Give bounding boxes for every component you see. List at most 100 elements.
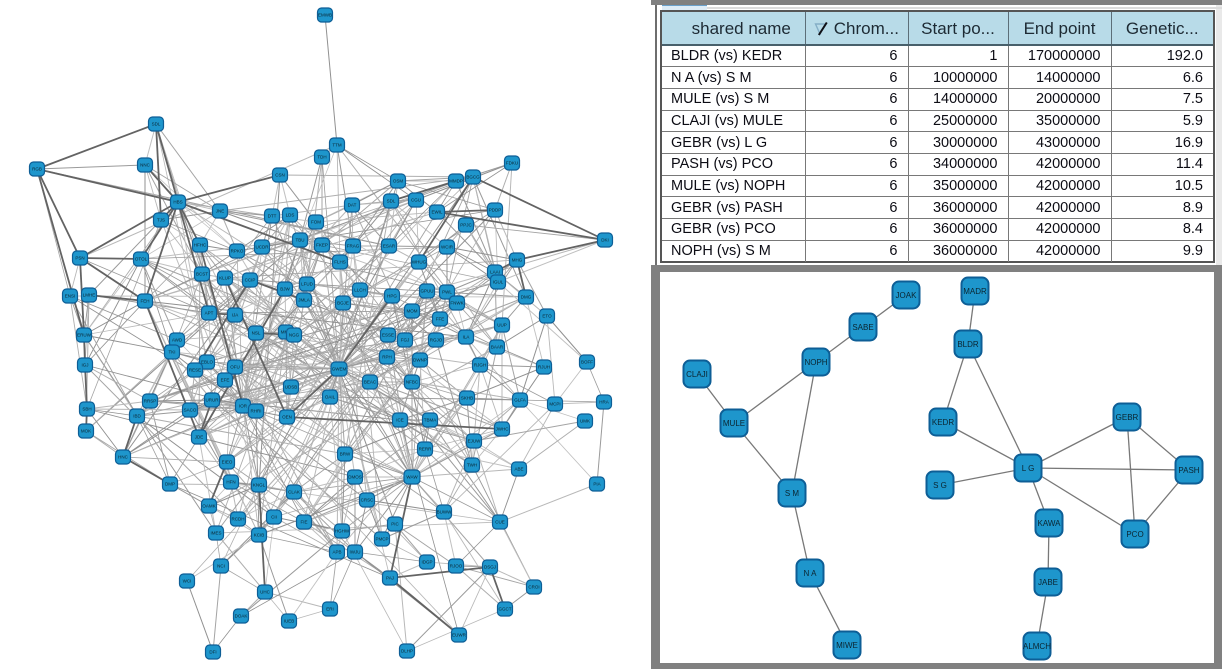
svg-text:FIE: FIE <box>300 520 307 525</box>
svg-text:RCDH: RCDH <box>232 517 245 522</box>
svg-text:NOPH: NOPH <box>804 358 827 367</box>
svg-text:BUWW: BUWW <box>437 510 452 515</box>
svg-text:NSL: NSL <box>252 331 261 336</box>
svg-text:OAMK: OAMK <box>202 504 215 509</box>
svg-text:HGHW: HGHW <box>335 529 350 534</box>
svg-text:BJW: BJW <box>280 287 290 292</box>
svg-text:FNWK: FNWK <box>450 301 463 306</box>
svg-text:IGUL: IGUL <box>493 280 504 285</box>
svg-text:LDS: LDS <box>286 213 295 218</box>
svg-text:FOM: FOM <box>311 220 321 225</box>
svg-text:GLFA: GLFA <box>514 398 526 403</box>
svg-text:SACO: SACO <box>184 408 197 413</box>
svg-text:DMG: DMG <box>521 295 532 300</box>
svg-text:DFI: DFI <box>209 650 216 655</box>
svg-text:BCST: BCST <box>196 272 208 277</box>
svg-text:TBMA: TBMA <box>424 418 437 423</box>
svg-text:HPG: HPG <box>387 294 397 299</box>
svg-text:KLUP: KLUP <box>219 276 231 281</box>
svg-text:HFHC: HFHC <box>194 243 207 248</box>
svg-text:MOM: MOM <box>407 309 418 314</box>
svg-text:PIA: PIA <box>593 482 600 487</box>
svg-text:ENSI: ENSI <box>65 294 76 299</box>
svg-text:GEBR: GEBR <box>1116 413 1139 422</box>
svg-text:MOK: MOK <box>81 429 91 434</box>
svg-text:TBU: TBU <box>296 238 305 243</box>
svg-text:S M: S M <box>785 489 800 498</box>
svg-text:FRAG: FRAG <box>347 244 360 249</box>
svg-text:IOR: IOR <box>239 404 248 409</box>
svg-text:FKEP: FKEP <box>316 243 328 248</box>
svg-text:BGJE: BGJE <box>337 301 349 306</box>
svg-text:HRA: HRA <box>599 400 609 405</box>
svg-text:IMES: IMES <box>210 531 221 536</box>
svg-text:ICE: ICE <box>396 418 404 423</box>
svg-text:SDL: SDL <box>387 199 396 204</box>
svg-text:ALMCH: ALMCH <box>1023 642 1051 651</box>
svg-text:IBD: IBD <box>133 414 141 419</box>
svg-text:EJUW: EJUW <box>468 439 482 444</box>
svg-text:WCI: WCI <box>183 579 192 584</box>
svg-text:EIEO: EIEO <box>222 460 233 465</box>
svg-text:EFE: EFE <box>221 378 230 383</box>
svg-text:CUE: CUE <box>495 520 505 525</box>
svg-text:BEAC: BEAC <box>364 380 377 385</box>
svg-text:LMHE: LMHE <box>83 293 96 298</box>
svg-text:UUP: UUP <box>497 323 507 328</box>
svg-text:FLHS: FLHS <box>334 260 346 265</box>
svg-text:OTOL: OTOL <box>135 257 148 262</box>
svg-text:SABE: SABE <box>852 323 873 332</box>
svg-text:OFU: OFU <box>230 365 240 370</box>
svg-text:RERR: RERR <box>419 447 433 452</box>
svg-text:ETO: ETO <box>542 314 552 319</box>
svg-text:HBS: HBS <box>173 200 182 205</box>
svg-text:CROI: CROI <box>528 585 539 590</box>
svg-text:DTT: DTT <box>268 214 277 219</box>
svg-text:SKHB: SKHB <box>461 396 473 401</box>
svg-text:OEN: OEN <box>282 415 292 420</box>
svg-text:CCIP: CCIP <box>245 278 256 283</box>
svg-text:ESAR: ESAR <box>383 244 396 249</box>
svg-text:AWD: AWD <box>172 338 183 343</box>
svg-text:FFE: FFE <box>436 317 445 322</box>
svg-text:MHG: MHG <box>512 258 523 263</box>
svg-text:NCI: NCI <box>217 564 225 569</box>
svg-text:SDL: SDL <box>152 122 161 127</box>
svg-text:ILA: ILA <box>463 335 470 340</box>
svg-text:IJA: IJA <box>232 313 239 318</box>
svg-text:KAWA: KAWA <box>1038 519 1062 528</box>
svg-text:DMOS: DMOS <box>348 475 362 480</box>
svg-text:EMWB: EMWB <box>318 13 332 18</box>
svg-text:PAJ: PAJ <box>386 576 394 581</box>
svg-text:RESE: RESE <box>189 368 201 373</box>
svg-text:IWJU: IWJU <box>350 550 361 555</box>
svg-text:NFBC: NFBC <box>406 380 419 385</box>
svg-text:ERUW: ERUW <box>77 333 92 338</box>
svg-text:HNC: HNC <box>118 455 128 460</box>
svg-text:KCIB: KCIB <box>254 533 265 538</box>
svg-text:LAAI: LAAI <box>490 270 500 275</box>
svg-text:BGCG: BGCG <box>466 175 480 180</box>
svg-text:DAT: DAT <box>348 203 357 208</box>
svg-text:RRSP: RRSP <box>144 399 157 404</box>
svg-text:GPUU: GPUU <box>420 289 433 294</box>
svg-text:KEDR: KEDR <box>932 418 954 427</box>
svg-text:TTM: TTM <box>332 143 341 148</box>
svg-text:GWEM: GWEM <box>332 367 347 372</box>
svg-text:WAW: WAW <box>406 475 418 480</box>
svg-text:OSM: OSM <box>393 179 404 184</box>
svg-text:DWNP: DWNP <box>413 358 427 363</box>
svg-text:TJS: TJS <box>157 218 165 223</box>
svg-text:BAAR: BAAR <box>491 345 504 350</box>
svg-text:WHUG: WHUG <box>412 260 427 265</box>
svg-text:L G: L G <box>1022 464 1035 473</box>
svg-text:DKI: DKI <box>601 238 609 243</box>
svg-text:PIC: PIC <box>391 522 399 527</box>
svg-text:JMLA: JMLA <box>298 298 310 303</box>
svg-text:TWH: TWH <box>467 463 477 468</box>
svg-text:RHRI: RHRI <box>251 409 262 414</box>
svg-text:TKI: TKI <box>168 350 175 355</box>
svg-text:DLHP: DLHP <box>401 649 413 654</box>
svg-text:BRW: BRW <box>340 452 351 457</box>
svg-text:CII: CII <box>271 515 277 520</box>
